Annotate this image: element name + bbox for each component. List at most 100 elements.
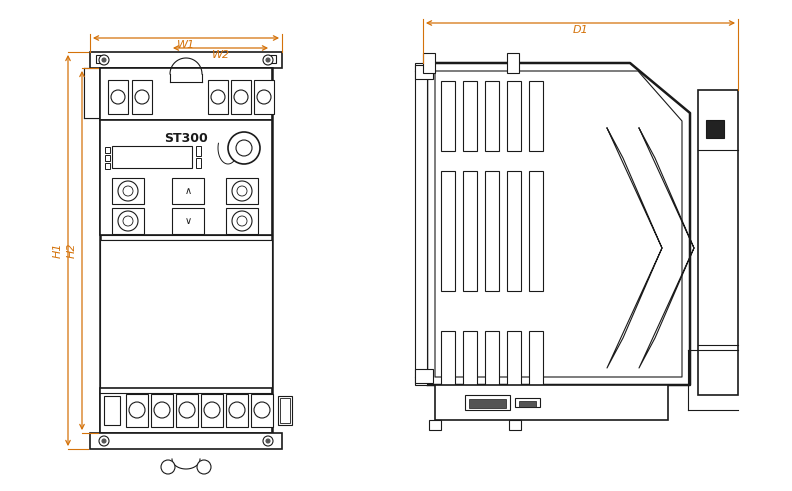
Bar bbox=[105, 155, 110, 161]
Bar bbox=[100, 68, 272, 120]
Bar bbox=[441, 81, 455, 151]
Bar bbox=[435, 385, 668, 420]
Bar bbox=[429, 420, 441, 430]
Circle shape bbox=[111, 90, 125, 104]
Bar bbox=[423, 53, 435, 73]
Bar bbox=[112, 208, 144, 234]
Circle shape bbox=[204, 402, 220, 418]
Bar bbox=[112, 146, 192, 168]
Circle shape bbox=[254, 402, 270, 418]
Text: ∨: ∨ bbox=[185, 216, 192, 226]
Text: D1: D1 bbox=[573, 25, 588, 35]
Bar bbox=[254, 80, 274, 114]
Circle shape bbox=[102, 439, 106, 443]
Circle shape bbox=[99, 436, 109, 446]
Circle shape bbox=[257, 90, 271, 104]
Bar bbox=[519, 401, 536, 407]
Circle shape bbox=[266, 439, 270, 443]
Bar bbox=[151, 394, 173, 427]
Text: H1: H1 bbox=[53, 243, 63, 258]
Bar bbox=[469, 399, 506, 408]
Circle shape bbox=[123, 216, 133, 226]
Bar bbox=[515, 398, 540, 407]
Bar bbox=[441, 331, 455, 391]
Bar bbox=[132, 80, 152, 114]
Bar bbox=[465, 395, 510, 410]
Bar bbox=[415, 65, 433, 79]
Bar bbox=[100, 120, 272, 235]
Bar bbox=[463, 331, 477, 391]
Bar bbox=[176, 394, 198, 427]
Text: ∧: ∧ bbox=[185, 186, 192, 196]
Bar bbox=[706, 120, 724, 138]
Bar bbox=[280, 398, 290, 423]
Circle shape bbox=[263, 55, 273, 65]
Bar bbox=[441, 171, 455, 291]
Bar bbox=[96, 55, 104, 63]
Bar bbox=[172, 208, 204, 234]
Text: H2: H2 bbox=[67, 243, 77, 258]
Bar bbox=[463, 81, 477, 151]
Bar bbox=[108, 80, 128, 114]
Bar bbox=[100, 68, 272, 433]
Bar bbox=[507, 331, 521, 391]
Circle shape bbox=[161, 460, 175, 474]
Circle shape bbox=[154, 402, 170, 418]
Bar bbox=[485, 331, 499, 391]
Bar bbox=[698, 90, 738, 395]
Bar bbox=[529, 331, 543, 391]
Bar bbox=[509, 420, 521, 430]
Circle shape bbox=[99, 55, 109, 65]
Circle shape bbox=[266, 58, 270, 62]
Circle shape bbox=[232, 181, 252, 201]
Circle shape bbox=[237, 186, 247, 196]
Text: W1: W1 bbox=[177, 40, 195, 50]
Circle shape bbox=[232, 211, 252, 231]
Circle shape bbox=[102, 58, 106, 62]
Bar bbox=[485, 171, 499, 291]
Bar bbox=[507, 53, 519, 73]
Circle shape bbox=[229, 402, 245, 418]
Bar bbox=[529, 81, 543, 151]
Bar bbox=[463, 171, 477, 291]
Bar bbox=[100, 240, 272, 388]
Bar bbox=[415, 369, 433, 383]
Circle shape bbox=[236, 140, 252, 156]
Bar bbox=[507, 171, 521, 291]
Bar bbox=[226, 178, 258, 204]
Circle shape bbox=[234, 90, 248, 104]
Circle shape bbox=[118, 211, 138, 231]
Bar bbox=[104, 396, 120, 425]
Bar bbox=[196, 146, 201, 156]
Bar bbox=[231, 80, 251, 114]
Bar bbox=[105, 163, 110, 169]
Bar bbox=[485, 81, 499, 151]
Bar bbox=[268, 55, 276, 63]
Bar bbox=[90, 52, 282, 68]
Circle shape bbox=[211, 90, 225, 104]
Text: W2: W2 bbox=[211, 50, 230, 60]
Circle shape bbox=[228, 132, 260, 164]
Bar bbox=[507, 81, 521, 151]
Bar bbox=[415, 63, 427, 385]
Bar bbox=[84, 68, 100, 118]
Bar bbox=[278, 396, 292, 425]
Circle shape bbox=[237, 216, 247, 226]
Bar bbox=[529, 171, 543, 291]
Bar bbox=[226, 208, 258, 234]
Bar bbox=[90, 433, 282, 449]
Bar bbox=[172, 178, 204, 204]
Circle shape bbox=[118, 181, 138, 201]
Bar bbox=[251, 394, 273, 427]
Bar bbox=[100, 388, 272, 433]
Circle shape bbox=[263, 436, 273, 446]
Circle shape bbox=[197, 460, 211, 474]
Circle shape bbox=[129, 402, 145, 418]
Bar bbox=[105, 147, 110, 153]
Bar bbox=[201, 394, 223, 427]
Bar bbox=[226, 394, 248, 427]
Circle shape bbox=[135, 90, 149, 104]
Bar bbox=[196, 158, 201, 168]
Circle shape bbox=[123, 186, 133, 196]
Bar bbox=[112, 178, 144, 204]
